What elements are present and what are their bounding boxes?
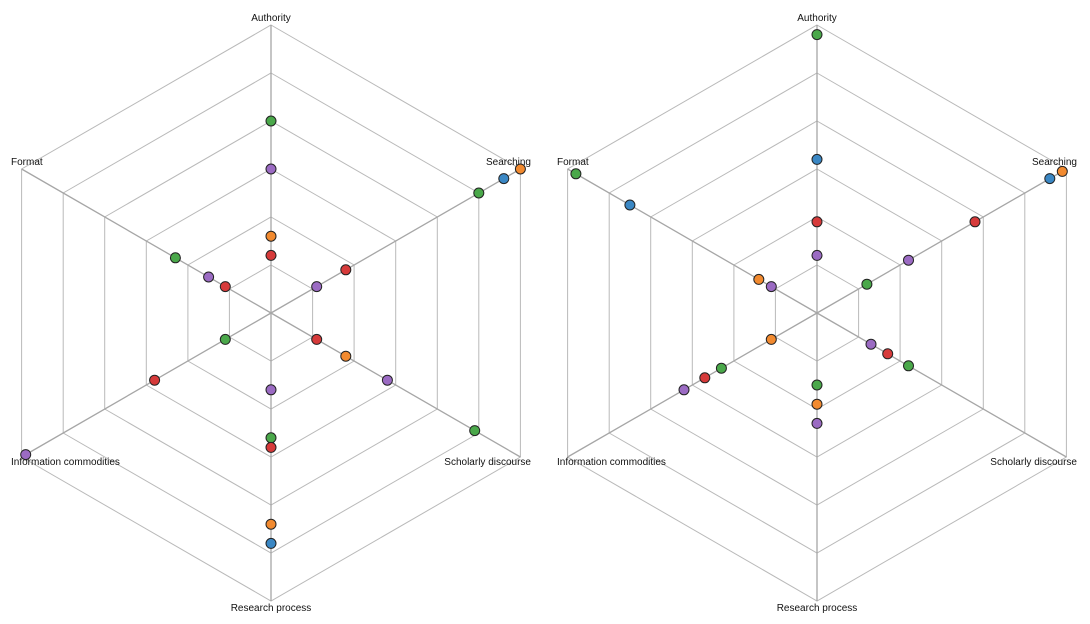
axis-label-information-commodities: Information commodities <box>557 457 666 468</box>
data-point-s4-searching[interactable] <box>903 254 914 266</box>
data-point-s4-authority[interactable] <box>811 249 823 261</box>
axis-label-authority: Authority <box>797 13 836 24</box>
axis-label-format: Format <box>11 157 43 168</box>
data-point-s3-searching[interactable] <box>340 264 352 276</box>
data-point-s4-scholarly-discourse[interactable] <box>381 374 393 386</box>
axis-label-searching: Searching <box>1032 157 1077 168</box>
axis-label-research-process: Research process <box>777 603 858 614</box>
data-point-s2-scholarly-discourse[interactable] <box>903 360 914 372</box>
data-point-s0-format[interactable] <box>624 199 636 211</box>
data-points <box>570 29 1068 429</box>
data-point-s3-authority[interactable] <box>265 249 277 261</box>
data-point-s2-information-commodities[interactable] <box>715 362 727 374</box>
data-point-s2-scholarly-discourse[interactable] <box>469 425 481 437</box>
data-point-s3-research-process[interactable] <box>265 441 277 453</box>
data-point-s2-format[interactable] <box>570 168 582 180</box>
data-point-s3-searching[interactable] <box>969 216 981 228</box>
axis-scholarly-discourse <box>816 312 1067 458</box>
data-point-s0-searching[interactable] <box>1044 173 1056 185</box>
data-point-s4-scholarly-discourse[interactable] <box>865 338 877 350</box>
data-point-s2-searching[interactable] <box>861 278 873 290</box>
axis-label-scholarly-discourse: Scholarly discourse <box>444 457 531 468</box>
data-point-s1-searching[interactable] <box>1056 165 1068 177</box>
data-point-s3-scholarly-discourse[interactable] <box>882 348 894 360</box>
data-point-s2-format[interactable] <box>169 252 181 264</box>
data-point-s0-research-process[interactable] <box>265 537 277 549</box>
axis-searching <box>816 168 1067 314</box>
data-point-s2-research-process[interactable] <box>811 379 823 391</box>
data-point-s4-information-commodities[interactable] <box>20 449 32 461</box>
data-point-s0-authority[interactable] <box>811 153 823 165</box>
data-point-s1-research-process[interactable] <box>265 518 277 530</box>
data-point-s1-scholarly-discourse[interactable] <box>340 350 352 362</box>
axis-label-searching: Searching <box>486 157 531 168</box>
axis-label-information-commodities: Information commodities <box>11 457 120 468</box>
data-point-s1-research-process[interactable] <box>811 398 823 410</box>
data-point-s4-information-commodities[interactable] <box>678 384 690 396</box>
data-point-s4-research-process[interactable] <box>811 417 823 429</box>
data-point-s4-format[interactable] <box>203 271 215 283</box>
data-point-s2-searching[interactable] <box>473 187 485 199</box>
data-point-s0-searching[interactable] <box>498 173 510 185</box>
data-point-s2-research-process[interactable] <box>265 432 277 444</box>
data-point-s4-format[interactable] <box>765 281 777 293</box>
data-point-s3-format[interactable] <box>219 281 231 293</box>
data-point-s2-authority[interactable] <box>811 29 823 41</box>
data-point-s3-scholarly-discourse[interactable] <box>311 333 323 345</box>
data-point-s1-format[interactable] <box>753 273 765 285</box>
data-point-s1-information-commodities[interactable] <box>765 333 777 345</box>
data-point-s4-research-process[interactable] <box>265 384 277 396</box>
axis-label-research-process: Research process <box>231 603 312 614</box>
data-point-s2-information-commodities[interactable] <box>219 333 231 345</box>
data-point-s3-information-commodities[interactable] <box>149 374 161 386</box>
data-point-s1-searching[interactable] <box>514 163 526 175</box>
data-point-s4-authority[interactable] <box>265 163 277 175</box>
data-point-s1-authority[interactable] <box>265 230 277 242</box>
axis-label-format: Format <box>557 157 589 168</box>
data-point-s4-searching[interactable] <box>311 281 323 293</box>
radar-chart-right: Authority Searching Scholarly discourse Res… <box>557 13 1077 614</box>
data-points <box>20 115 526 549</box>
data-point-s2-authority[interactable] <box>265 115 277 127</box>
axis-label-authority: Authority <box>251 13 290 24</box>
data-point-s3-authority[interactable] <box>811 216 823 228</box>
axis-label-scholarly-discourse: Scholarly discourse <box>990 457 1077 468</box>
axes: Authority Searching Scholarly discourse Res… <box>557 13 1077 614</box>
data-point-s3-information-commodities[interactable] <box>699 372 711 384</box>
radar-chart-left: Authority Searching Scholarly discourse Res… <box>11 13 531 614</box>
